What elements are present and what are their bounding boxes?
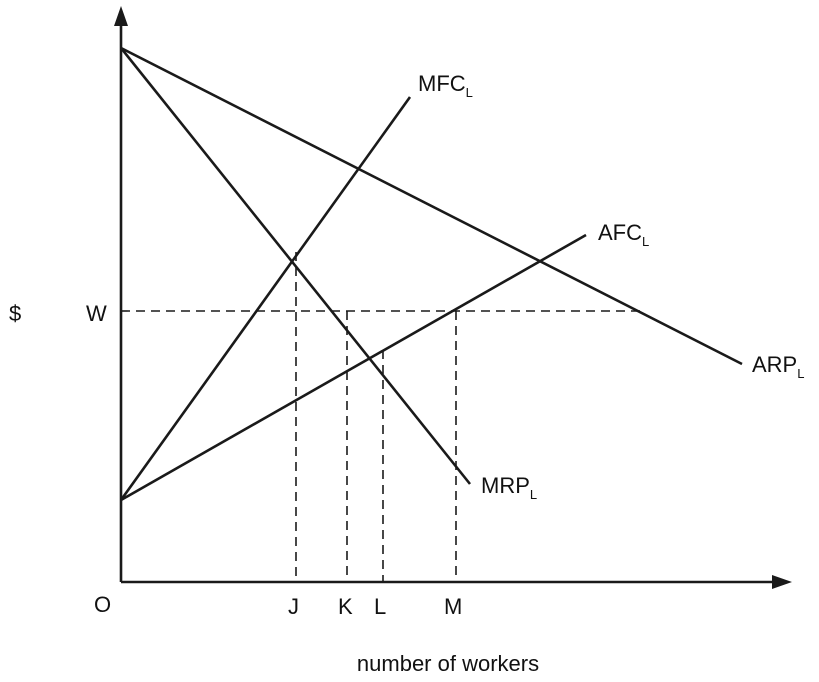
x-marker-m: M: [444, 594, 462, 619]
mfc-curve: [119, 96, 412, 501]
x-marker-k: K: [338, 594, 353, 619]
mrp-label: MRPL: [481, 473, 537, 502]
mrp-curve: [119, 47, 472, 485]
afc-label: AFCL: [598, 220, 649, 249]
mfc-label: MFCL: [418, 71, 473, 100]
x-marker-l: L: [374, 594, 386, 619]
x-axis-label: number of workers: [357, 651, 539, 676]
y-axis-arrowhead: [114, 6, 128, 26]
afc-curve: [120, 233, 587, 502]
origin-label: O: [94, 592, 111, 617]
y-axis-label: $: [9, 301, 21, 326]
x-marker-j: J: [288, 594, 299, 619]
x-axis-arrowhead: [772, 575, 792, 589]
arp-label: ARPL: [752, 352, 804, 381]
wage-label: W: [86, 301, 107, 326]
